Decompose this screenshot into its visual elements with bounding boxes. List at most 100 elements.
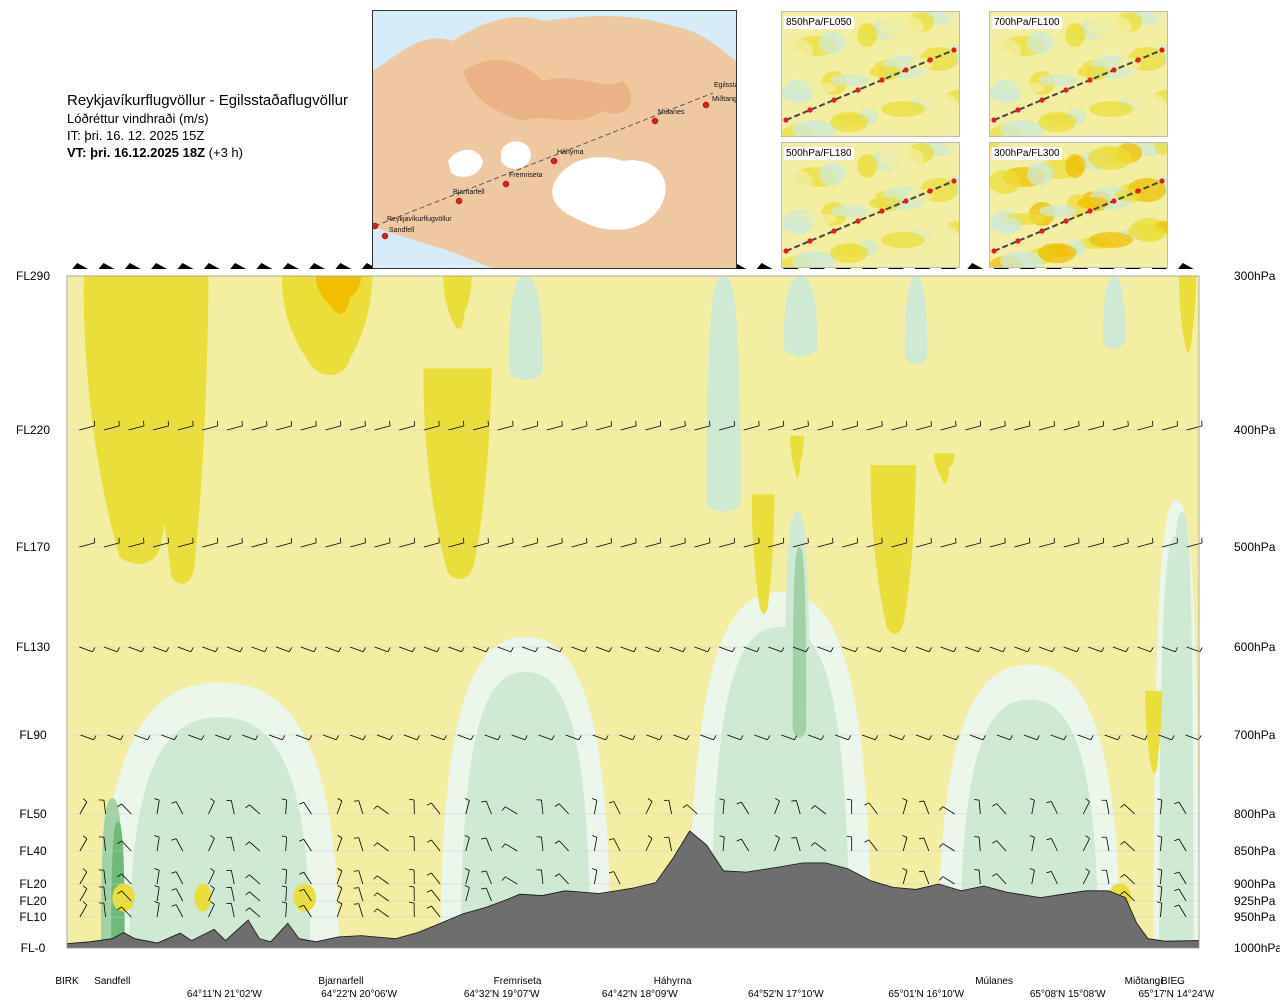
wind-barb-staff bbox=[249, 874, 261, 885]
wind-barb-pennant bbox=[177, 263, 194, 269]
wind-barb-feather bbox=[939, 876, 944, 881]
wind-barb bbox=[864, 802, 878, 815]
wind-barb-staff bbox=[620, 646, 634, 653]
wind-barb-staff bbox=[79, 871, 88, 885]
wind-barb bbox=[423, 537, 440, 548]
wind-barb bbox=[1077, 734, 1094, 741]
wind-barb bbox=[1038, 537, 1055, 548]
wind-barb-staff bbox=[497, 646, 511, 653]
flight-level-label: FL40 bbox=[19, 844, 47, 858]
wind-barb-feather bbox=[281, 901, 287, 904]
wind-barb-staff bbox=[472, 542, 489, 548]
wind-barb-staff bbox=[249, 891, 261, 902]
wind-barb-feather bbox=[501, 843, 506, 848]
wind-barb-staff bbox=[1137, 646, 1151, 653]
wind-barb-staff bbox=[1137, 425, 1154, 431]
coordinate-label: 64°11'N 21°02'W bbox=[187, 989, 263, 1000]
panel-route-point bbox=[879, 77, 885, 83]
wind-barb-feather bbox=[497, 735, 501, 740]
wind-barb bbox=[965, 420, 982, 431]
wind-barb bbox=[171, 838, 184, 852]
wind-barb bbox=[965, 537, 982, 548]
wind-barb bbox=[1082, 835, 1090, 852]
wind-barb bbox=[464, 885, 470, 902]
wind-barb-staff bbox=[1124, 891, 1135, 902]
wind-barb-staff bbox=[497, 425, 514, 431]
wind-barb bbox=[866, 537, 883, 548]
wind-barb-feather bbox=[409, 901, 415, 904]
wind-barb-feather bbox=[1120, 891, 1125, 895]
wind-barb-staff bbox=[1124, 804, 1135, 815]
wind-barb-staff bbox=[541, 870, 544, 885]
wind-barb bbox=[423, 646, 440, 653]
wind-barb-feather bbox=[147, 735, 151, 740]
wind-barb-feather bbox=[426, 905, 432, 909]
plot-frame bbox=[66, 275, 1200, 949]
wind-barb bbox=[992, 803, 1007, 815]
panel-field-patch bbox=[857, 23, 877, 47]
wind-barb-staff bbox=[915, 425, 932, 431]
wind-barb bbox=[300, 537, 317, 548]
wind-barb bbox=[1156, 901, 1163, 918]
wind-barb-staff bbox=[727, 734, 741, 741]
wind-barb bbox=[1161, 646, 1179, 653]
wind-barb bbox=[177, 420, 194, 431]
wind-barb bbox=[743, 537, 760, 548]
wind-barb-staff bbox=[485, 887, 492, 902]
variable-label: Lóðréttur vindhraði (m/s) bbox=[67, 111, 209, 126]
wind-barb-feather bbox=[299, 871, 304, 875]
wind-barb bbox=[171, 904, 184, 918]
wind-barb-feather bbox=[740, 735, 744, 740]
wind-barb bbox=[522, 646, 539, 653]
wind-barb bbox=[974, 799, 981, 815]
wind-barb-staff bbox=[792, 425, 809, 431]
wind-barb-staff bbox=[377, 875, 389, 885]
wind-barb-staff bbox=[103, 887, 106, 902]
wind-barb-feather bbox=[1085, 835, 1090, 839]
wind-barb-feather bbox=[918, 837, 924, 840]
route-point-label: Háhyrna bbox=[654, 976, 692, 987]
wind-barb bbox=[511, 734, 528, 741]
wind-barb-staff bbox=[202, 425, 218, 431]
map-place-marker bbox=[550, 157, 558, 165]
wind-barb bbox=[974, 836, 981, 852]
wind-barb bbox=[373, 908, 389, 918]
wind-barb-feather bbox=[904, 647, 908, 652]
wind-barb bbox=[336, 798, 343, 815]
wind-barb bbox=[403, 734, 420, 741]
wind-barb-feather bbox=[245, 874, 250, 879]
wind-barb-staff bbox=[902, 800, 908, 815]
wind-barb-staff bbox=[249, 841, 261, 852]
wind-barb bbox=[426, 872, 441, 885]
wind-barb-staff bbox=[1088, 646, 1102, 653]
wind-barb-feather bbox=[362, 647, 366, 652]
panel-field-patch bbox=[1089, 232, 1133, 248]
wind-barb bbox=[124, 263, 141, 269]
wind-barb-staff bbox=[902, 837, 908, 852]
downdraft-plume bbox=[706, 276, 741, 512]
wind-barb-staff bbox=[1178, 838, 1187, 852]
wind-barb bbox=[98, 886, 106, 902]
terrain-fill bbox=[67, 830, 1199, 948]
wind-barb-staff bbox=[1031, 837, 1035, 852]
wind-barb-feather bbox=[1002, 647, 1006, 652]
wind-barb bbox=[817, 420, 834, 431]
panel-route-line bbox=[993, 180, 1163, 252]
wind-barb-pennant bbox=[230, 263, 247, 269]
wind-barb-feather bbox=[810, 805, 816, 810]
wind-barb bbox=[768, 537, 785, 548]
wind-barb-staff bbox=[79, 542, 95, 548]
wind-barb bbox=[128, 646, 145, 653]
wind-barb bbox=[1038, 646, 1056, 653]
wind-barb bbox=[1063, 537, 1080, 548]
wind-barb-staff bbox=[374, 542, 391, 548]
wind-barb-feather bbox=[481, 837, 487, 840]
wind-barb-feather bbox=[1063, 735, 1067, 740]
wind-barb-staff bbox=[1112, 542, 1129, 548]
wind-barb-staff bbox=[768, 646, 782, 653]
wind-barb bbox=[592, 734, 609, 741]
wind-barb-feather bbox=[82, 901, 88, 906]
wind-barb-pennant bbox=[967, 263, 984, 269]
wind-barb-feather bbox=[288, 647, 293, 652]
wind-barb bbox=[373, 842, 389, 852]
